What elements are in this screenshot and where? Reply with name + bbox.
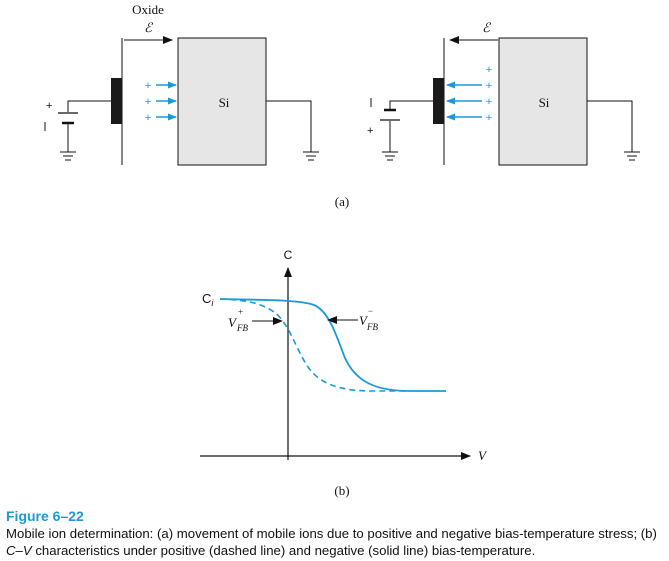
ion-arrows-left [156, 81, 177, 121]
x-axis-label: V [478, 448, 488, 463]
figure-canvas: Oxide ℰ Si + + + + [44, 2, 640, 498]
vfb-plus-label: V [228, 315, 238, 330]
battery-plus-right: + [367, 125, 373, 137]
ion-plus: + [145, 80, 151, 92]
panel-a-left: Oxide ℰ Si + + + + [44, 2, 319, 166]
ion-plus: + [486, 64, 492, 76]
silicon-block-right [498, 37, 588, 166]
vfb-minus-sub: FB [366, 322, 378, 332]
oxide-label: Oxide [132, 2, 164, 17]
field-symbol-right: ℰ [482, 20, 491, 35]
field-symbol-left: ℰ [144, 20, 153, 35]
si-label-left: Si [219, 95, 230, 110]
gate-electrode-right [433, 78, 444, 124]
vfb-minus-sup: − [368, 306, 373, 316]
caption-italic: C–V [6, 543, 32, 558]
cv-curve-negative-solid [219, 298, 446, 392]
si-label-right: Si [539, 95, 550, 110]
ion-plus: + [145, 112, 151, 124]
y-axis-label: C [284, 248, 293, 262]
figure-caption-text: Mobile ion determination: (a) movement o… [6, 525, 668, 559]
ci-label: Ci [202, 291, 214, 308]
mobile-ions-right: + + + + [486, 64, 492, 124]
battery-circuit-left [58, 100, 111, 161]
ion-plus: + [486, 112, 492, 124]
vfb-minus-label: V [359, 313, 369, 328]
ion-plus: + [486, 80, 492, 92]
gate-electrode-left [111, 78, 122, 124]
caption-prefix: Mobile ion determination: (a) movement o… [6, 526, 657, 541]
ion-arrows-right [446, 81, 482, 121]
panel-b-label: (b) [334, 483, 349, 498]
cv-curve-positive-dashed [219, 298, 410, 392]
ion-plus: + [486, 96, 492, 108]
panel-a-right: ℰ Si + + + + + [367, 20, 640, 166]
substrate-ground-right [587, 100, 640, 161]
battery-plus-left: + [46, 100, 52, 112]
silicon-block-left [177, 37, 267, 166]
vfb-plus-sup: + [238, 307, 243, 317]
figure-caption: Figure 6–22 Mobile ion determination: (a… [6, 507, 668, 559]
ion-plus: + [145, 96, 151, 108]
mobile-ions-left: + + + [145, 80, 151, 124]
substrate-ground-left [266, 100, 319, 161]
figure-title: Figure 6–22 [6, 508, 84, 524]
panel-b-cv-plot: C V Ci V + FB V − FB [200, 248, 488, 463]
vfb-plus-sub: FB [236, 323, 248, 333]
panel-a-label: (a) [335, 194, 349, 209]
battery-circuit-right [380, 100, 433, 161]
caption-suffix: characteristics under positive (dashed l… [31, 543, 536, 558]
